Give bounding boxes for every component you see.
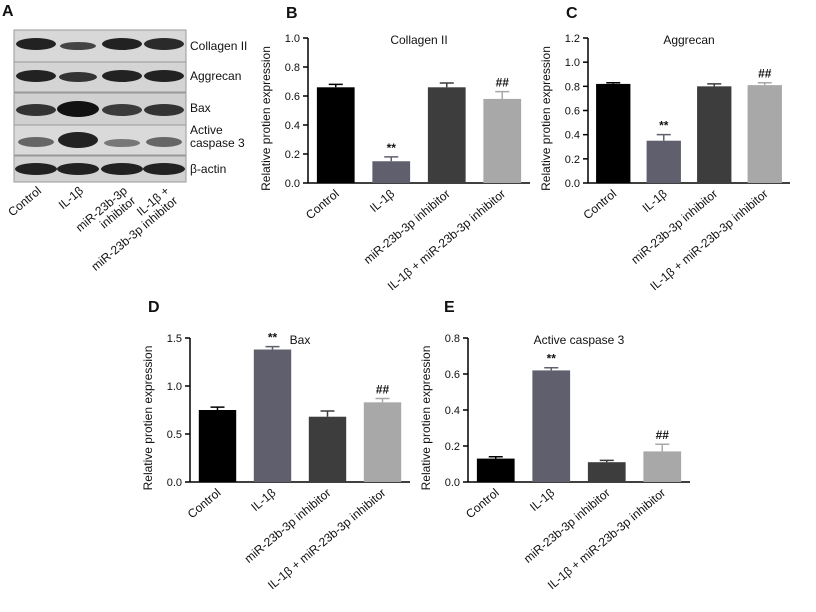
bar [308, 416, 347, 482]
band-label: Active caspase 3 [190, 123, 245, 150]
y-tick-label: 0.6 [445, 369, 460, 381]
lane-label: Control [5, 184, 44, 220]
error-bar [656, 133, 671, 141]
y-tick-label: 0.0 [445, 477, 460, 489]
bar [747, 85, 782, 183]
y-tick-label: 0.8 [285, 62, 300, 74]
error-bar [757, 81, 772, 86]
bar [476, 458, 515, 482]
y-tick-label: 1.0 [565, 57, 580, 69]
error-bar [375, 397, 390, 403]
x-tick-label: miR-23b-3p inhibitor [628, 187, 720, 267]
band-label: β-actin [190, 162, 226, 176]
error-bar [439, 82, 454, 88]
y-tick-label: 1.0 [285, 33, 300, 45]
y-axis-label: Relative protien expression [539, 46, 553, 191]
y-tick-label: 0.2 [445, 441, 460, 453]
panel-label: B [286, 5, 298, 22]
bar [587, 462, 626, 482]
x-tick-label: IL-1β [248, 486, 278, 515]
x-tick-label: Control [581, 187, 620, 223]
y-axis-label: Relative protien expression [141, 346, 155, 491]
chart-title: Active caspase 3 [534, 333, 625, 347]
y-tick-label: 0.8 [445, 333, 460, 345]
y-tick-label: 0.5 [167, 429, 182, 441]
x-tick-label: IL-1β [640, 187, 670, 216]
bar [596, 83, 631, 183]
error-bar [320, 410, 335, 417]
x-tick-label: IL-1β [367, 187, 397, 216]
bar [532, 370, 571, 482]
error-bar [599, 459, 614, 463]
error-bar [495, 90, 510, 99]
significance-mark: ## [656, 428, 670, 442]
panel-label: A [2, 3, 14, 20]
error-bar [606, 81, 621, 84]
bar [697, 86, 732, 183]
bar [198, 410, 237, 482]
significance-mark: ## [496, 76, 510, 90]
band-label: Bax [190, 101, 211, 115]
bar [427, 87, 466, 183]
y-tick-label: 0.2 [565, 154, 580, 166]
lane-label: IL-1β [56, 184, 86, 213]
x-tick-label: IL-1β [527, 486, 557, 515]
chart-title: Bax [290, 333, 311, 347]
y-tick-label: 0.0 [285, 178, 300, 190]
significance-mark: ** [268, 331, 278, 345]
y-tick-label: 0.4 [285, 120, 300, 132]
x-tick-label: Control [303, 187, 342, 223]
significance-mark: ## [758, 67, 772, 81]
blot-image [13, 29, 187, 183]
panel-label: D [148, 299, 160, 316]
y-tick-label: 0.2 [285, 149, 300, 161]
y-tick-label: 0.4 [565, 130, 580, 142]
significance-mark: ** [659, 119, 669, 133]
y-tick-label: 1.0 [167, 381, 182, 393]
chart-title: Collagen II [390, 33, 447, 47]
x-tick-label: Control [463, 486, 502, 522]
y-tick-label: 1.5 [167, 333, 182, 345]
error-bar [707, 83, 722, 87]
band-label: Collagen II [190, 39, 247, 53]
significance-mark: ** [547, 352, 557, 366]
error-bar [384, 156, 399, 162]
y-tick-label: 0.4 [445, 405, 460, 417]
bar [253, 349, 292, 482]
y-tick-label: 0.0 [565, 178, 580, 190]
panel-label: E [444, 299, 455, 316]
chart-title: Aggrecan [663, 33, 714, 47]
x-tick-label: IL-1β + miR-23b-3p inhibitor [545, 486, 668, 593]
error-bar [488, 456, 503, 459]
significance-mark: ## [376, 382, 390, 396]
bar [316, 87, 355, 183]
panel-label: C [566, 5, 578, 22]
x-tick-label: IL-1β + miR-23b-3p inhibitor [385, 187, 508, 294]
error-bar [544, 366, 559, 371]
error-bar [265, 345, 280, 350]
y-tick-label: 0.0 [167, 477, 182, 489]
bar [372, 161, 411, 183]
bar [646, 140, 681, 183]
y-tick-label: 0.6 [565, 106, 580, 118]
significance-mark: ** [387, 141, 397, 155]
y-tick-label: 0.6 [285, 91, 300, 103]
bar [483, 98, 522, 183]
x-tick-label: Control [185, 486, 224, 522]
bar [363, 402, 402, 482]
error-bar [655, 443, 670, 452]
error-bar [210, 406, 225, 410]
error-bar [328, 83, 343, 88]
y-tick-label: 1.2 [565, 33, 580, 45]
y-axis-label: Relative protien expression [259, 46, 273, 191]
band-label: Aggrecan [190, 69, 241, 83]
y-tick-label: 0.8 [565, 81, 580, 93]
y-axis-label: Relative protien expression [419, 346, 433, 491]
bar [643, 451, 682, 482]
